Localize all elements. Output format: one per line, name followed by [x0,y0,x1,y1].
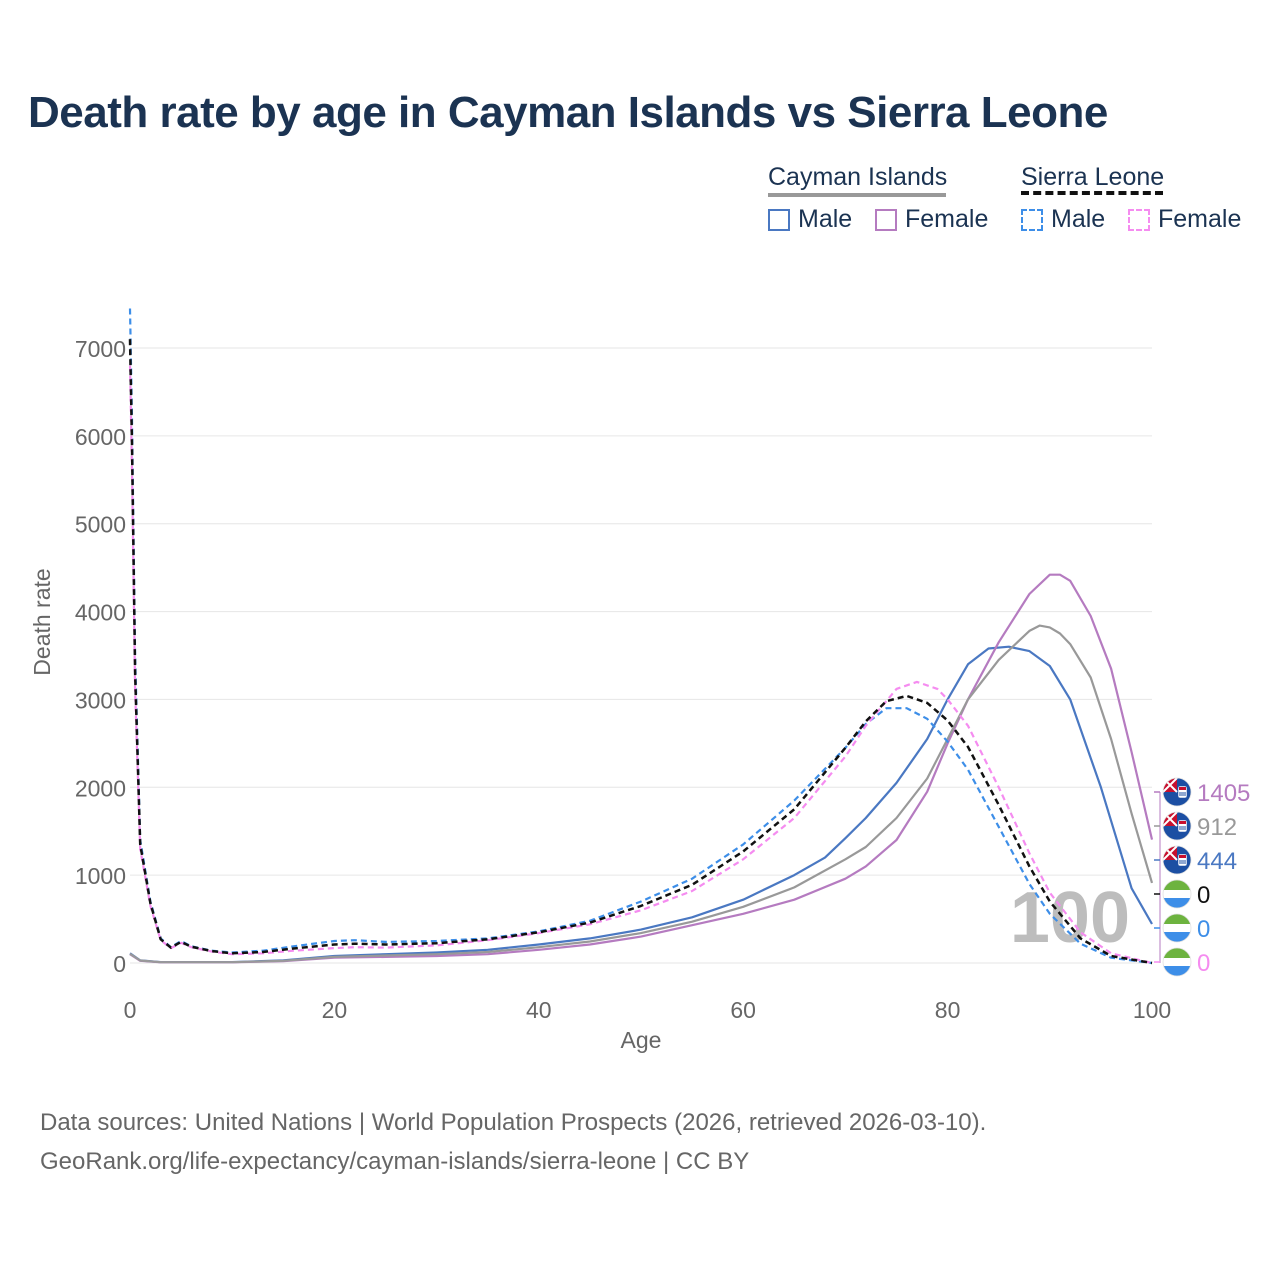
sierra-leone-flag-icon [1162,947,1192,977]
legend-cayman-female[interactable]: Female [875,205,988,234]
y-axis-title: Death rate [29,568,55,675]
y-tick-label: 3000 [75,687,126,713]
x-tick-label: 80 [935,997,961,1023]
legend-sierra-female[interactable]: Female [1128,205,1241,234]
legend-swatch-sierra-male [1021,208,1043,231]
y-tick-label: 7000 [75,336,126,362]
end-label-value: 0 [1197,950,1210,977]
legend-sierra-male[interactable]: Male [1021,205,1105,234]
y-tick-label: 0 [113,951,126,977]
legend-swatch-cayman-male [768,208,790,231]
legend-label-cayman-female: Female [905,205,989,233]
y-tick-label: 2000 [75,775,126,801]
footer-source: Data sources: United Nations | World Pop… [40,1109,987,1136]
end-label-value: 0 [1197,882,1210,909]
end-label-value: 0 [1197,916,1210,943]
series-line-cayman-female[interactable] [129,573,1154,964]
y-tick-label: 6000 [75,424,126,450]
end-labels: 1405 912 444 0 0 0 [1154,777,1250,977]
footer-link[interactable]: GeoRank.org/life-expectancy/cayman-islan… [40,1148,750,1175]
cayman-flag-icon [1162,811,1192,841]
legend-cayman-male[interactable]: Male [768,205,852,234]
legend-country1-heading[interactable]: Cayman Islands [768,163,948,191]
series-line-sierra-male[interactable] [128,308,1153,965]
x-tick-label: 40 [526,997,552,1023]
x-tick-label: 100 [1133,997,1171,1023]
cayman-flag-icon [1162,777,1192,807]
sierra-leone-flag-icon [1162,879,1192,909]
legend-swatch-cayman-female [875,208,897,231]
chart-title: Death rate by age in Cayman Islands vs S… [28,88,1108,137]
x-axis-title: Age [621,1027,662,1053]
legend-label-sierra-female: Female [1158,205,1242,233]
legend-country1-underline [768,193,946,197]
sierra-leone-flag-icon [1162,913,1192,943]
y-tick-label: 4000 [75,600,126,626]
series-line-cayman-male[interactable] [129,645,1153,964]
series-line-sierra-total[interactable] [128,339,1153,965]
end-label-value: 1405 [1197,780,1250,807]
series-line-cayman-total[interactable] [129,624,1154,964]
series-lines [128,308,1154,965]
y-tick-label: 1000 [75,863,126,889]
series-line-sierra-female[interactable] [128,365,1153,965]
x-tick-label: 20 [322,997,348,1023]
end-label-value: 444 [1197,848,1237,875]
x-tick-label: 0 [124,997,137,1023]
legend-country2-underline [1021,191,1163,195]
axes: 0 1000 2000 3000 4000 5000 6000 7000 0 20 40 60 80 10… [29,336,1171,1053]
grid-lines [130,347,1152,964]
legend-swatch-sierra-female [1128,208,1150,231]
legend-country2-heading[interactable]: Sierra Leone [1021,163,1165,191]
legend-label-sierra-male: Male [1051,205,1106,233]
y-tick-label: 5000 [75,512,126,538]
legend-label-cayman-male: Male [798,205,853,233]
x-tick-label: 60 [730,997,756,1023]
cayman-flag-icon [1162,845,1192,875]
end-label-value: 912 [1197,814,1237,841]
